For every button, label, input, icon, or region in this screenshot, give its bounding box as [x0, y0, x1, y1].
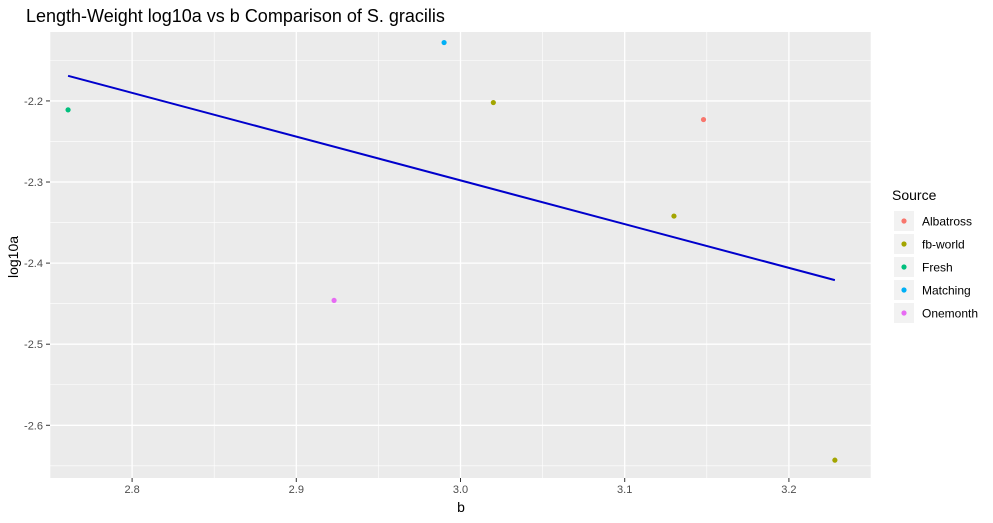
data-point-onemonth: [331, 297, 337, 304]
y-tick-label: -2.2: [24, 96, 43, 108]
x-tick-label: 3.2: [781, 484, 796, 496]
y-tick-label: -2.5: [24, 339, 43, 351]
major-gridlines: [50, 32, 871, 478]
data-point-matching: [441, 39, 447, 46]
trend-line-layer: [67, 74, 836, 282]
legend-title: Source: [892, 187, 937, 203]
y-tick-label: -2.6: [24, 420, 43, 432]
x-tick-label: 3.0: [453, 484, 468, 496]
x-tick-label: 2.8: [124, 484, 139, 496]
legend-marker: [901, 241, 907, 247]
legend-entries: Albatross fb-world Fresh Matching Onemonth: [894, 211, 978, 323]
data-point-fb-world: [671, 213, 677, 219]
y-axis-title: log10a: [5, 236, 21, 278]
data-points: [65, 39, 838, 463]
y-tick-label: -2.4: [24, 258, 43, 270]
data-point-fb-world: [832, 457, 838, 463]
x-axis-title: b: [457, 499, 465, 515]
legend-label-fresh: Fresh: [922, 261, 953, 275]
trend-line: [67, 74, 836, 282]
legend-marker: [901, 264, 907, 270]
legend: Source Albatross fb-world Fresh Matching One…: [892, 187, 978, 323]
x-axis: 2.8 2.9 3.0 3.1 3.2: [124, 478, 797, 496]
x-tick-label: 3.1: [617, 484, 632, 496]
data-point-fb-world: [490, 99, 496, 106]
legend-marker: [901, 218, 907, 224]
y-tick-label: -2.3: [24, 177, 43, 189]
data-point-albatross: [700, 116, 707, 123]
y-axis: -2.2 -2.3 -2.4 -2.5 -2.6: [24, 96, 50, 432]
legend-label-fb-world: fb-world: [922, 238, 965, 252]
legend-label-albatross: Albatross: [922, 215, 972, 229]
data-point-fresh: [65, 107, 71, 113]
legend-marker: [901, 287, 907, 293]
legend-label-matching: Matching: [922, 284, 971, 298]
x-tick-label: 2.9: [289, 484, 304, 496]
chart-title: Length-Weight log10a vs b Comparison of …: [26, 6, 445, 26]
legend-marker: [901, 310, 907, 316]
legend-label-onemonth: Onemonth: [922, 307, 978, 321]
